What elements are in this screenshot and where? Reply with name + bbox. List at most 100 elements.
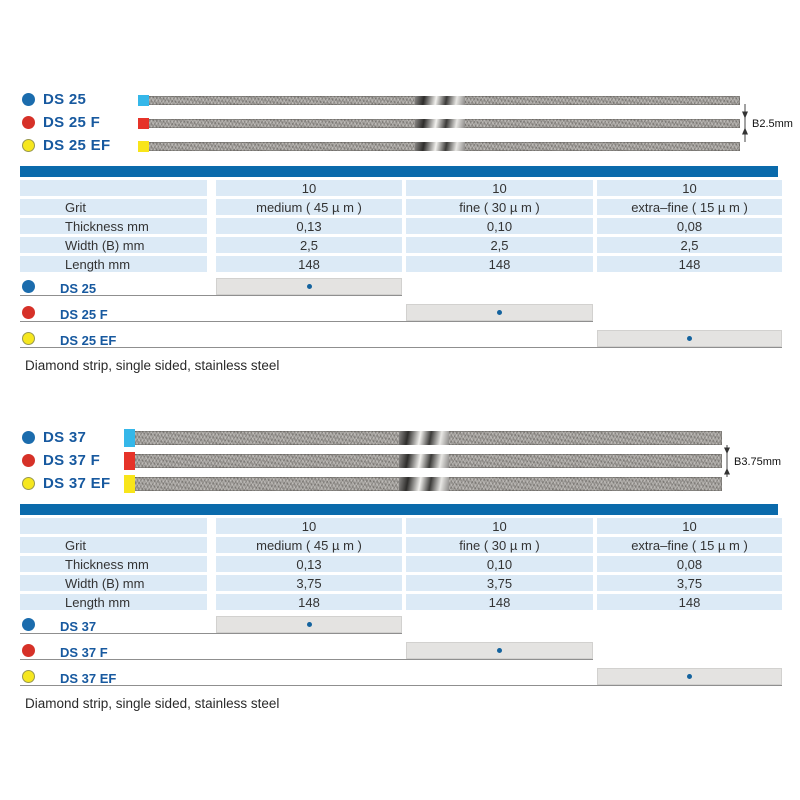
table-row-width: Width (B) mm 2,5 2,5 2,5 [20, 237, 782, 253]
diamond-strip-photo [138, 141, 740, 152]
value-cell: 0,13 [216, 556, 402, 572]
product-color-dot-yellow [22, 477, 35, 490]
strip-twist [414, 119, 465, 128]
diamond-strip-photo [138, 95, 740, 106]
row-underline [20, 685, 782, 686]
availability-dot [687, 674, 692, 679]
strip-end-cap-cyan [138, 95, 149, 106]
product-name: DS 37 F [43, 452, 101, 469]
row-label-cell: Grit [20, 537, 207, 553]
value-cell: 148 [216, 256, 402, 272]
product-color-dot-red [22, 644, 35, 657]
product-row: DS 37 EF [0, 475, 800, 493]
strip-twist [414, 142, 465, 151]
value-cell: fine ( 30 µ m ) [406, 199, 593, 215]
table-row-width: Width (B) mm 3,75 3,75 3,75 [20, 575, 782, 591]
row-label-cell [20, 180, 207, 196]
product-color-dot-yellow [22, 332, 35, 345]
dimension-label: B2.5mm [752, 118, 793, 130]
value-cell: 0,10 [406, 556, 593, 572]
selector-row: DS 37 EF [0, 668, 800, 694]
value-cell: 10 [406, 518, 593, 534]
value-cell: fine ( 30 µ m ) [406, 537, 593, 553]
section-ds25: DS 25 DS 25 F DS 25 EF B2.5mm 10 10 10 [0, 90, 800, 390]
product-color-dot-blue [22, 618, 35, 631]
diamond-strip-photo [124, 475, 722, 493]
availability-dot [306, 284, 312, 289]
row-underline [20, 659, 593, 660]
row-label-cell: Thickness mm [20, 218, 207, 234]
product-row: DS 37 F [0, 452, 800, 470]
product-color-dot-yellow [22, 139, 35, 152]
row-label-cell: Length mm [20, 256, 207, 272]
table-row-grit: Grit medium ( 45 µ m ) fine ( 30 µ m ) e… [20, 199, 782, 215]
value-cell: 148 [216, 594, 402, 610]
value-cell: 10 [216, 518, 402, 534]
selector-row: DS 37 [0, 616, 800, 642]
row-label-cell: Width (B) mm [20, 575, 207, 591]
section-footnote: Diamond strip, single sided, stainless s… [25, 358, 280, 373]
product-color-dot-red [22, 306, 35, 319]
availability-bar [406, 304, 593, 321]
table-row-length: Length mm 148 148 148 [20, 594, 782, 610]
availability-bar [597, 330, 782, 347]
product-row: DS 25 [0, 92, 800, 108]
value-cell: 148 [406, 256, 593, 272]
table-row-thickness: Thickness mm 0,13 0,10 0,08 [20, 556, 782, 572]
selector-product-name: DS 25 F [60, 307, 108, 322]
table-header-bar [20, 166, 778, 177]
width-dimension-marker: B2.5mm [742, 104, 793, 142]
row-label-cell: Grit [20, 199, 207, 215]
selector-product-name: DS 37 [60, 619, 97, 634]
value-cell: 2,5 [406, 237, 593, 253]
product-color-dot-red [22, 454, 35, 467]
row-underline [20, 633, 402, 634]
product-name: DS 25 [43, 91, 87, 108]
selector-row: DS 25 EF [0, 330, 800, 356]
selector-product-name: DS 37 F [60, 645, 108, 660]
value-cell: 2,5 [597, 237, 782, 253]
product-color-dot-red [22, 116, 35, 129]
table-header-bar [20, 504, 778, 515]
row-underline [20, 295, 402, 296]
row-underline [20, 321, 593, 322]
selector-row: DS 25 F [0, 304, 800, 330]
value-cell: 3,75 [216, 575, 402, 591]
strip-end-cap-red [124, 452, 135, 470]
section-ds37: DS 37 DS 37 F DS 37 EF B3.75mm 10 10 10 [0, 428, 800, 728]
value-cell: 0,08 [597, 218, 782, 234]
diamond-strip-photo [124, 452, 722, 470]
strip-twist [414, 96, 465, 105]
product-row: DS 25 EF [0, 138, 800, 154]
product-name: DS 37 [43, 429, 87, 446]
dimension-label: B3.75mm [734, 456, 781, 468]
value-cell: medium ( 45 µ m ) [216, 537, 402, 553]
row-underline [20, 347, 782, 348]
table-row-quantity: 10 10 10 [20, 180, 782, 196]
row-label-cell [20, 518, 207, 534]
selector-product-name: DS 37 EF [60, 671, 117, 686]
availability-bar [216, 278, 402, 295]
strip-end-cap-cyan [124, 429, 135, 447]
product-name: DS 25 F [43, 114, 101, 131]
value-cell: 10 [216, 180, 402, 196]
availability-dot [497, 648, 502, 653]
value-cell: 0,13 [216, 218, 402, 234]
strip-twist [399, 477, 450, 491]
product-color-dot-blue [22, 93, 35, 106]
value-cell: 0,10 [406, 218, 593, 234]
product-name: DS 37 EF [43, 475, 111, 492]
selector-row: DS 37 F [0, 642, 800, 668]
selector-product-name: DS 25 EF [60, 333, 117, 348]
strip-twist [399, 454, 450, 468]
value-cell: 148 [597, 594, 782, 610]
value-cell: 10 [406, 180, 593, 196]
product-row: DS 37 [0, 429, 800, 447]
value-cell: medium ( 45 µ m ) [216, 199, 402, 215]
strip-twist [399, 431, 450, 445]
row-label-cell: Thickness mm [20, 556, 207, 572]
product-color-dot-blue [22, 431, 35, 444]
product-color-dot-blue [22, 280, 35, 293]
width-dimension-marker: B3.75mm [724, 445, 781, 477]
row-label-cell: Length mm [20, 594, 207, 610]
